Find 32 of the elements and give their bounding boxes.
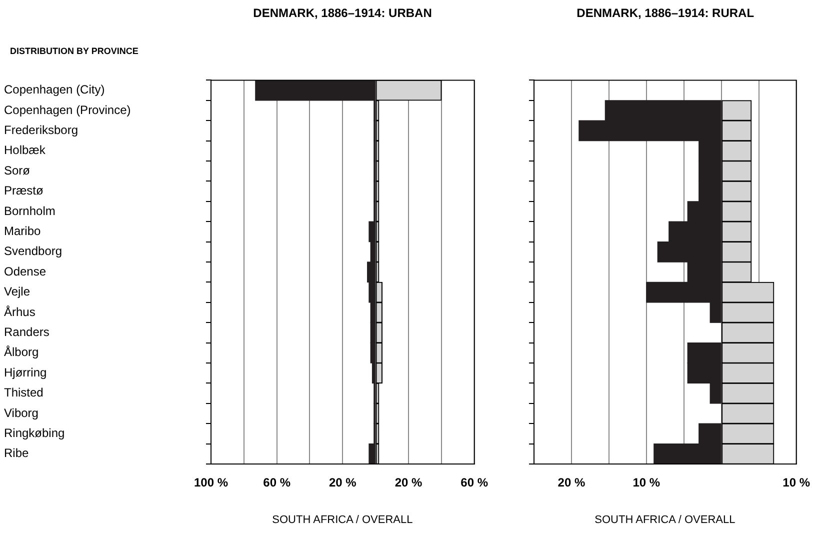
- y-tick-label: Ribe: [4, 446, 30, 460]
- y-tick-label: Sorø: [4, 163, 31, 178]
- y-tick-label: Ålborg: [4, 345, 39, 360]
- y-tick-label: Viborg: [4, 406, 38, 420]
- x-tick-label: 10 %: [632, 476, 660, 490]
- y-tick-label: Frederiksborg: [4, 123, 78, 138]
- y-tick-label: Randers: [4, 325, 50, 340]
- y-tick-label: Præstø: [4, 184, 44, 198]
- y-tick-label: Svendborg: [4, 244, 62, 258]
- chart-title: DENMARK, 1886–1914: RURAL: [576, 6, 754, 20]
- y-tick-label: Thisted: [4, 386, 44, 400]
- y-tick-label: Odense: [4, 264, 46, 278]
- y-tick-label: Holbæk: [4, 143, 46, 158]
- text: DISTRIBUTION BY PROVINCE: [10, 46, 138, 56]
- y-tick-label: Copenhagen (Province): [4, 102, 131, 117]
- x-tick-label: 60 %: [460, 476, 488, 490]
- y-tick-label: Copenhagen (City): [4, 82, 105, 97]
- x-tick-label: 100 %: [194, 476, 228, 490]
- y-tick-label: Maribo: [4, 224, 42, 238]
- chart-title: DENMARK, 1886–1914: URBAN: [253, 6, 432, 20]
- y-tick-label: Vejle: [4, 284, 30, 299]
- y-tick-label: Hjørring: [4, 365, 47, 380]
- x-tick-label: 10 %: [782, 476, 810, 490]
- x-axis-title: SOUTH AFRICA / OVERALL: [594, 514, 736, 526]
- x-tick-label: 60 %: [263, 476, 291, 490]
- y-tick-label: Århus: [4, 304, 36, 319]
- y-tick-label: Ringkøbing: [4, 426, 65, 440]
- y-tick-label: Bornholm: [4, 204, 56, 218]
- x-tick-label: 20 %: [328, 476, 357, 490]
- x-axis-title: SOUTH AFRICA / OVERALL: [272, 514, 413, 526]
- x-tick-label: 20 %: [558, 476, 586, 490]
- x-tick-label: 20 %: [394, 476, 422, 490]
